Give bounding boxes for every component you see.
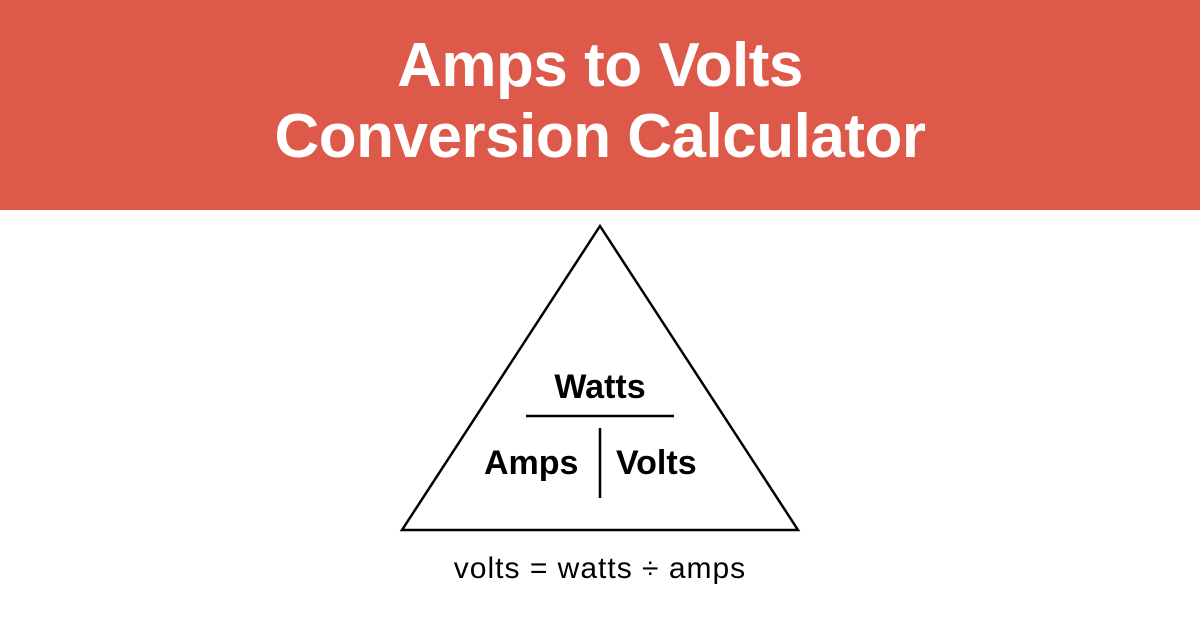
- page-title: Amps to Volts Conversion Calculator: [20, 30, 1180, 173]
- title-line-2: Conversion Calculator: [275, 102, 926, 171]
- header-banner: Amps to Volts Conversion Calculator: [0, 0, 1200, 210]
- diagram-container: Watts Amps Volts volts = watts ÷ amps: [0, 218, 1200, 586]
- triangle-bottom-right-label: Volts: [616, 444, 697, 483]
- title-line-1: Amps to Volts: [397, 31, 803, 100]
- formula-text: volts = watts ÷ amps: [454, 552, 746, 586]
- triangle-top-label: Watts: [390, 368, 810, 407]
- triangle-bottom-left-label: Amps: [484, 444, 578, 483]
- power-triangle: Watts Amps Volts: [390, 218, 810, 538]
